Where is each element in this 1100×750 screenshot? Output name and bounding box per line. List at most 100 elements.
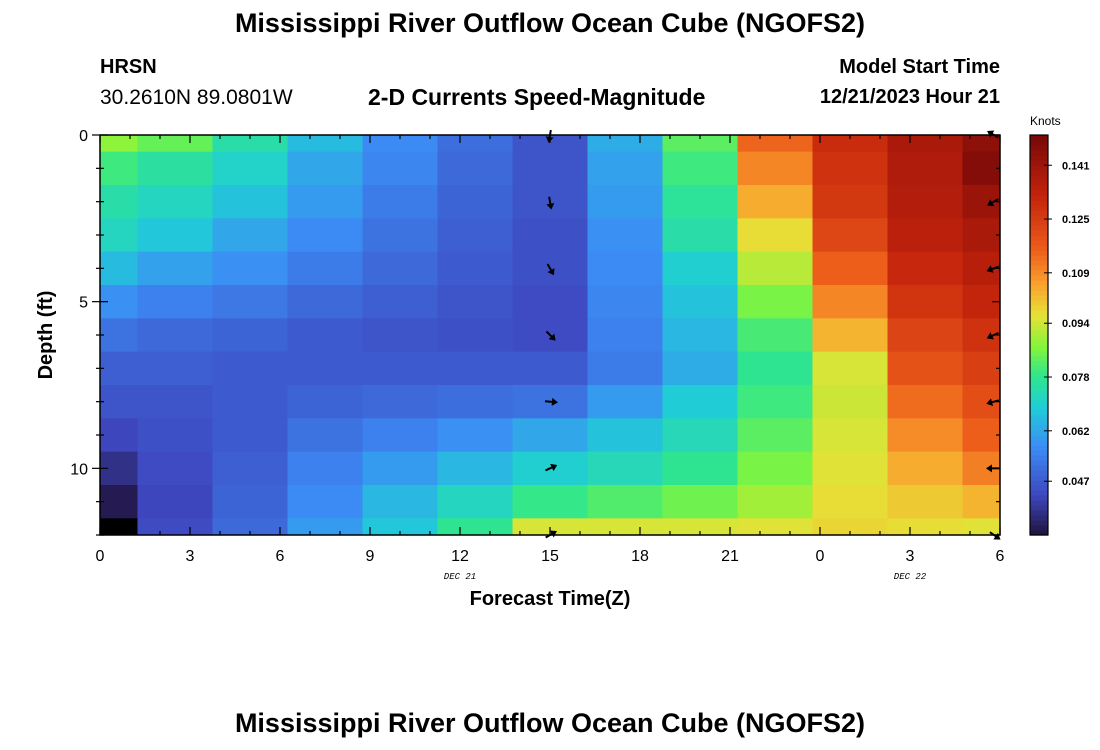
heatmap-cell	[812, 285, 888, 319]
x-tick-label: 6	[276, 548, 285, 565]
colorbar-segment	[1030, 460, 1048, 466]
heatmap-cell	[287, 451, 363, 486]
heatmap-cell	[512, 285, 588, 319]
heatmap-cell	[100, 151, 138, 186]
x-tick-label: 18	[631, 548, 649, 565]
colorbar-segment	[1030, 400, 1048, 406]
colorbar-segment	[1030, 395, 1048, 401]
date-label: DEC 21	[444, 572, 476, 582]
heatmap-cell	[100, 351, 138, 386]
heatmap-cell	[812, 251, 888, 286]
colorbar-segment	[1030, 385, 1048, 391]
colorbar-segment	[1030, 380, 1048, 386]
heatmap-cell	[812, 151, 888, 186]
colorbar-segment	[1030, 445, 1048, 451]
station-id: HRSN	[100, 56, 157, 78]
x-axis: 0 3 6 9 12 15 18 21 0 3 6 DEC 21 DEC 22	[96, 135, 1005, 582]
heatmap-cell	[662, 218, 738, 253]
colorbar-segment	[1030, 405, 1048, 411]
colorbar-segment	[1030, 515, 1048, 521]
heatmap-cell	[587, 485, 663, 519]
chart-title: Mississippi River Outflow Ocean Cube (NG…	[234, 8, 866, 38]
heatmap-cell	[100, 518, 138, 536]
colorbar-segment	[1030, 280, 1048, 286]
vector-head	[993, 532, 1001, 540]
heatmap-cell	[512, 151, 588, 186]
heatmap-cell	[887, 518, 963, 536]
heatmap-cell	[662, 418, 738, 453]
colorbar-segment	[1030, 370, 1048, 376]
colorbar-segment	[1030, 240, 1048, 246]
heatmap-cell	[662, 135, 738, 153]
heatmap-cell	[100, 135, 138, 153]
current-vector-arrow	[546, 263, 555, 276]
heatmap-cell	[587, 451, 663, 486]
heatmap-cell	[362, 518, 438, 536]
colorbar-segment	[1030, 300, 1048, 306]
heatmap-cell	[662, 185, 738, 219]
heatmap-cell	[512, 518, 588, 536]
colorbar-segment	[1030, 415, 1048, 421]
vector-head	[547, 268, 555, 276]
heatmap-cell	[587, 218, 663, 253]
heatmap-cell	[812, 518, 888, 536]
colorbar: 0.047 0.062 0.078 0.094 0.109 0.125 0.141	[1029, 134, 1090, 536]
heatmap-cell	[362, 285, 438, 319]
vector-head	[549, 530, 557, 538]
heatmap-cell	[437, 451, 513, 486]
heatmap-cell	[287, 485, 363, 519]
current-vector-arrow	[546, 196, 555, 210]
heatmap-cell	[587, 135, 663, 153]
current-vector-arrow	[544, 397, 558, 406]
heatmap-cell	[662, 251, 738, 286]
heatmap-cell	[512, 485, 588, 519]
heatmap-cell	[587, 251, 663, 286]
heatmap-cell	[662, 518, 738, 536]
colorbar-tick-label: 0.062	[1062, 426, 1090, 438]
colorbar-segment	[1030, 455, 1048, 461]
heatmap-cell	[662, 318, 738, 353]
colorbar-segment	[1030, 335, 1048, 341]
heatmap-cell	[137, 135, 213, 153]
colorbar-tick-label: 0.094	[1062, 318, 1090, 330]
y-axis: 0 5 10	[70, 128, 1000, 536]
heatmap-cell	[887, 385, 963, 419]
heatmap-cell	[137, 485, 213, 519]
heatmap-cell	[812, 318, 888, 353]
colorbar-segment	[1030, 530, 1048, 536]
colorbar-segment	[1030, 330, 1048, 336]
heatmap-cell	[737, 318, 813, 353]
colorbar-segment	[1030, 265, 1048, 271]
heatmap-cell	[287, 185, 363, 219]
heatmap-cell	[212, 285, 288, 319]
heatmap-cell	[362, 185, 438, 219]
heatmap-cell	[437, 185, 513, 219]
heatmap-cell	[887, 485, 963, 519]
heatmap-cell	[137, 151, 213, 186]
heatmap-cell	[962, 418, 1001, 453]
heatmap-cell	[812, 185, 888, 219]
heatmap-cell	[437, 318, 513, 353]
heatmap-cell	[137, 451, 213, 486]
vector-head	[986, 265, 994, 273]
heatmap-cell	[212, 451, 288, 486]
heatmap-cell	[737, 485, 813, 519]
heatmap-cell	[437, 151, 513, 186]
x-tick-label: 15	[541, 548, 559, 565]
heatmap-cell	[137, 285, 213, 319]
station-coordinates: 30.2610N 89.0801W	[100, 86, 293, 109]
colorbar-segment	[1030, 355, 1048, 361]
colorbar-segment	[1030, 305, 1048, 311]
heatmap-cell	[887, 218, 963, 253]
heatmap-cell	[887, 185, 963, 219]
heatmap-cell	[437, 418, 513, 453]
heatmap-cell	[100, 418, 138, 453]
current-vector-arrow	[987, 198, 999, 207]
heatmap-cell	[962, 351, 1001, 386]
colorbar-segment	[1030, 505, 1048, 511]
model-start-value: 12/21/2023 Hour 21	[819, 86, 1000, 108]
colorbar-segment	[1030, 185, 1048, 191]
colorbar-segment	[1030, 250, 1048, 256]
x-tick-label: 6	[996, 548, 1005, 565]
heatmap-cell	[212, 418, 288, 453]
